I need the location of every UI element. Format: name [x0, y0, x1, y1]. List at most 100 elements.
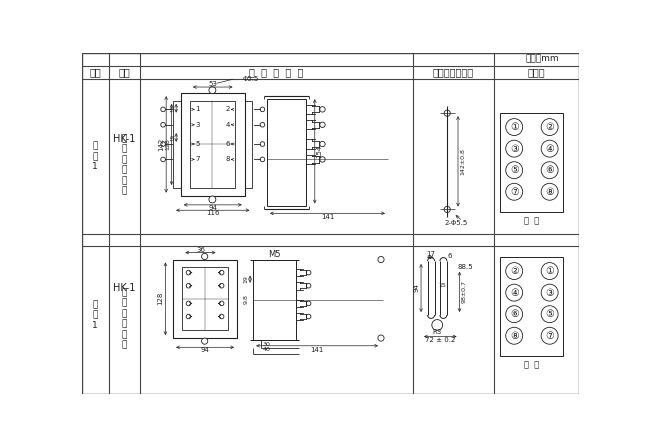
Text: HK-1: HK-1	[114, 134, 136, 144]
Circle shape	[541, 306, 558, 323]
Text: 19: 19	[170, 105, 175, 112]
Text: HK-1: HK-1	[114, 283, 136, 293]
Text: ⑦: ⑦	[510, 187, 519, 197]
Text: 图号: 图号	[90, 67, 101, 78]
Text: ⑧: ⑧	[545, 187, 554, 197]
Text: 19: 19	[170, 134, 175, 141]
Bar	[501, 257, 564, 356]
Circle shape	[306, 270, 311, 275]
Text: 142±0.8: 142±0.8	[460, 148, 465, 175]
Circle shape	[506, 327, 522, 344]
Circle shape	[541, 327, 558, 344]
Text: 2: 2	[226, 106, 230, 113]
Text: ⑥: ⑥	[545, 165, 554, 175]
Circle shape	[320, 122, 325, 128]
Circle shape	[219, 314, 224, 319]
Circle shape	[161, 157, 165, 162]
Text: 94: 94	[201, 347, 210, 354]
Bar	[173, 260, 237, 338]
Text: 15: 15	[438, 283, 446, 288]
Text: 结构: 结构	[119, 67, 130, 78]
Circle shape	[506, 140, 522, 157]
Text: ④: ④	[510, 288, 519, 298]
Circle shape	[541, 263, 558, 280]
Text: ③: ③	[545, 288, 554, 298]
Circle shape	[161, 107, 165, 112]
Text: ⑦: ⑦	[545, 331, 554, 341]
Circle shape	[506, 119, 522, 136]
Text: 8: 8	[226, 156, 230, 163]
Circle shape	[260, 122, 264, 127]
Bar	[253, 260, 295, 340]
Bar	[173, 101, 181, 188]
Circle shape	[378, 256, 384, 263]
Text: 背  视: 背 视	[524, 361, 539, 369]
Text: 128: 128	[157, 292, 163, 306]
Circle shape	[506, 183, 522, 200]
Text: ①: ①	[545, 266, 554, 276]
Circle shape	[260, 142, 264, 146]
Circle shape	[506, 306, 522, 323]
Text: 154: 154	[317, 145, 322, 158]
Circle shape	[444, 206, 450, 213]
Text: 19: 19	[244, 275, 249, 283]
Text: Φ5.5: Φ5.5	[243, 76, 259, 82]
Text: 6: 6	[226, 141, 230, 147]
Circle shape	[506, 263, 522, 280]
Circle shape	[541, 140, 558, 157]
Circle shape	[320, 141, 325, 147]
Text: 6: 6	[447, 253, 451, 259]
Text: 5: 5	[195, 141, 200, 147]
Text: 141: 141	[310, 346, 324, 353]
Text: 端子图: 端子图	[528, 67, 546, 78]
Circle shape	[378, 335, 384, 341]
Circle shape	[161, 122, 165, 127]
Text: 外  形  尺  寸  图: 外 形 尺 寸 图	[249, 67, 303, 78]
Text: 前  视: 前 视	[524, 217, 539, 225]
Text: ⑤: ⑤	[545, 309, 554, 319]
Text: 17: 17	[426, 251, 435, 257]
Circle shape	[320, 107, 325, 112]
Bar	[244, 101, 252, 188]
Circle shape	[306, 314, 311, 319]
Circle shape	[161, 142, 165, 146]
Text: 36: 36	[196, 246, 205, 253]
Circle shape	[219, 301, 224, 306]
Circle shape	[541, 183, 558, 200]
Circle shape	[209, 87, 216, 93]
Circle shape	[219, 284, 224, 288]
Text: 附
图
1: 附 图 1	[92, 141, 98, 171]
Text: 116: 116	[206, 210, 219, 216]
Text: ②: ②	[545, 122, 554, 132]
Circle shape	[541, 284, 558, 301]
Text: ⑤: ⑤	[510, 165, 519, 175]
Circle shape	[541, 119, 558, 136]
Text: 7: 7	[195, 156, 200, 163]
Text: 94: 94	[413, 284, 419, 292]
Circle shape	[202, 253, 208, 260]
Text: 94: 94	[208, 205, 217, 211]
Bar	[183, 267, 228, 330]
Text: 88.5: 88.5	[458, 264, 473, 270]
Text: ④: ④	[545, 144, 554, 154]
Text: M5: M5	[268, 250, 280, 260]
Text: 40: 40	[263, 347, 270, 352]
Text: 72 ± 0.2: 72 ± 0.2	[425, 337, 455, 342]
Circle shape	[209, 196, 216, 203]
Circle shape	[506, 162, 522, 179]
Text: 30: 30	[263, 342, 270, 347]
Text: 1: 1	[195, 106, 200, 113]
Text: 凸
出
式
前
接
线: 凸 出 式 前 接 线	[122, 134, 127, 195]
Circle shape	[260, 157, 264, 162]
Text: 98±0.7: 98±0.7	[462, 280, 466, 303]
Circle shape	[432, 319, 442, 330]
Text: ③: ③	[510, 144, 519, 154]
Circle shape	[186, 301, 191, 306]
Circle shape	[219, 270, 224, 275]
Text: ①: ①	[510, 122, 519, 132]
Circle shape	[444, 110, 450, 117]
Circle shape	[320, 157, 325, 162]
Text: R3: R3	[433, 329, 442, 335]
Circle shape	[506, 284, 522, 301]
Text: 3: 3	[195, 122, 200, 128]
